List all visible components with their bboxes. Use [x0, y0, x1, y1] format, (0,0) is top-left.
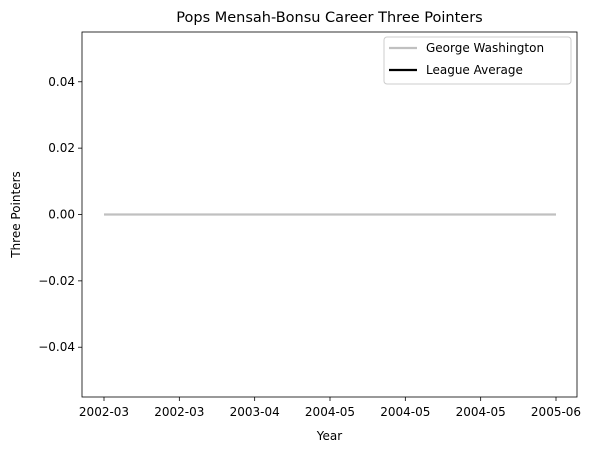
legend: George Washington League Average — [383, 36, 572, 85]
x-tick-label: 2003-04 — [230, 405, 280, 419]
y-tick-label: −0.02 — [38, 274, 75, 288]
x-axis: 2002-03 2002-03 2003-04 2004-05 2004-05 2004-… — [79, 397, 581, 419]
x-tick-label: 2004-05 — [305, 405, 355, 419]
legend-entry: League Average — [426, 63, 523, 77]
x-tick-label: 2004-05 — [456, 405, 506, 419]
x-tick-label: 2002-03 — [154, 405, 204, 419]
y-tick-label: 0.02 — [48, 141, 75, 155]
legend-box — [383, 36, 572, 85]
x-tick-label: 2002-03 — [79, 405, 129, 419]
legend-entry: George Washington — [426, 41, 544, 55]
x-tick-label: 2005-06 — [531, 405, 581, 419]
y-axis-label: Three Pointers — [9, 171, 23, 259]
y-tick-label: 0.00 — [48, 208, 75, 222]
y-axis: −0.04 −0.02 0.00 0.02 0.04 — [38, 75, 82, 354]
x-axis-label: Year — [316, 429, 342, 443]
y-tick-label: −0.04 — [38, 340, 75, 354]
chart-title: Pops Mensah-Bonsu Career Three Pointers — [176, 10, 482, 26]
y-tick-label: 0.04 — [48, 75, 75, 89]
x-tick-label: 2004-05 — [380, 405, 430, 419]
